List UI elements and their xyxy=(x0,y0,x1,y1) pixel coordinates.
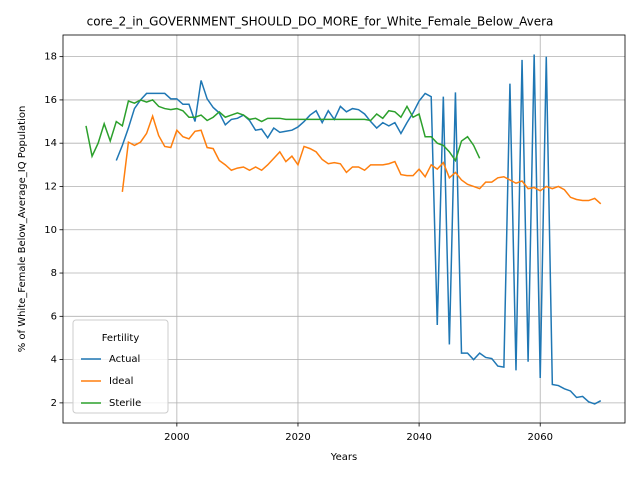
chart-title: core_2_in_GOVERNMENT_SHOULD_DO_MORE_for_… xyxy=(87,15,554,29)
x-tick-label: 2060 xyxy=(527,432,552,443)
y-tick-label: 16 xyxy=(44,95,57,106)
line-series xyxy=(121,113,602,205)
y-tick-label: 18 xyxy=(44,52,57,63)
legend-box xyxy=(72,319,169,414)
y-tick-label: 14 xyxy=(44,138,57,149)
x-tick-label: 2000 xyxy=(164,432,189,443)
legend-label: Actual xyxy=(109,354,140,365)
legend-title: Fertility xyxy=(102,333,140,344)
x-tick-label: 2020 xyxy=(285,432,310,443)
y-tick-label: 6 xyxy=(51,311,57,322)
y-tick-label: 2 xyxy=(51,398,57,409)
legend-label: Sterile xyxy=(109,398,141,409)
line-series xyxy=(85,99,481,163)
legend-label: Ideal xyxy=(109,376,133,387)
x-tick-label: 2040 xyxy=(406,432,431,443)
line-series xyxy=(115,54,602,405)
y-tick-label: 12 xyxy=(44,181,57,192)
y-axis-label: % of White_Female Below_Average_IQ Popul… xyxy=(17,106,28,353)
plot-frame xyxy=(62,34,626,424)
y-tick-label: 4 xyxy=(51,355,57,366)
y-tick-label: 10 xyxy=(44,225,57,236)
y-tick-label: 8 xyxy=(51,268,57,279)
x-axis-label: Years xyxy=(330,452,357,463)
